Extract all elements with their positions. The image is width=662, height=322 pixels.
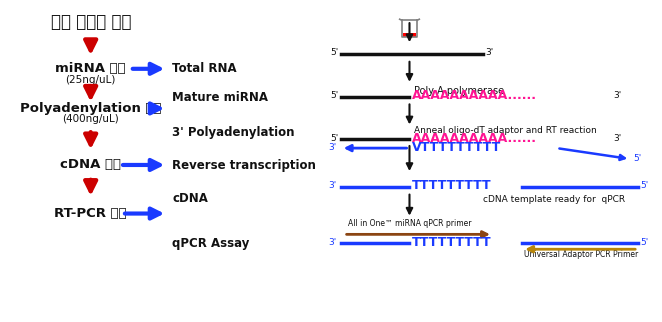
Text: (25ng/uL): (25ng/uL): [66, 75, 116, 85]
Text: qPCR Assay: qPCR Assay: [172, 237, 250, 250]
Text: 5': 5': [640, 181, 648, 190]
Text: (400ng/uL): (400ng/uL): [62, 114, 119, 124]
Text: cDNA 합성: cDNA 합성: [60, 158, 121, 172]
Text: Total RNA: Total RNA: [172, 62, 237, 75]
Text: 3': 3': [328, 238, 337, 247]
Polygon shape: [402, 33, 416, 37]
Text: TTTTTTTTT: TTTTTTTTT: [412, 236, 491, 249]
Text: VTTTTTTTTT: VTTTTTTTTT: [412, 141, 500, 154]
Text: cDNA template ready for  qPCR: cDNA template ready for qPCR: [483, 195, 625, 204]
Text: All in One™ miRNA qPCR primer: All in One™ miRNA qPCR primer: [348, 219, 471, 228]
Text: Mature miRNA: Mature miRNA: [172, 91, 268, 104]
Text: 3': 3': [328, 143, 337, 152]
Text: 3': 3': [328, 181, 337, 190]
Text: 3': 3': [485, 48, 493, 57]
Text: 우유 엑소좀 추출: 우유 엑소좀 추출: [52, 13, 132, 31]
Text: Anneal oligo-dT adaptor and RT reaction: Anneal oligo-dT adaptor and RT reaction: [414, 126, 597, 135]
Text: 3' Polyadenylation: 3' Polyadenylation: [172, 126, 295, 139]
Text: 5': 5': [640, 238, 648, 247]
Text: Reverse transcription: Reverse transcription: [172, 159, 316, 173]
Text: miRNA 추출: miRNA 추출: [56, 62, 126, 75]
Text: AAAAAAAAAA......: AAAAAAAAAA......: [412, 89, 536, 102]
Text: AAAAAAAAAA......: AAAAAAAAAA......: [412, 132, 536, 145]
Text: 3': 3': [614, 91, 622, 100]
Text: 5': 5': [330, 91, 339, 100]
Text: Poly A polymerase: Poly A polymerase: [414, 86, 504, 96]
Text: RT-PCR 진행: RT-PCR 진행: [54, 207, 127, 220]
Text: TTTTTTTTT: TTTTTTTTT: [412, 179, 491, 192]
Text: cDNA: cDNA: [172, 192, 208, 205]
Text: 5': 5': [330, 48, 339, 57]
Text: 5': 5': [330, 134, 339, 143]
Text: 3': 3': [614, 134, 622, 143]
Text: 5': 5': [633, 154, 641, 163]
Text: Polyadenylation 진행: Polyadenylation 진행: [20, 102, 162, 115]
Text: Universal Adaptor PCR Primer: Universal Adaptor PCR Primer: [524, 250, 638, 259]
